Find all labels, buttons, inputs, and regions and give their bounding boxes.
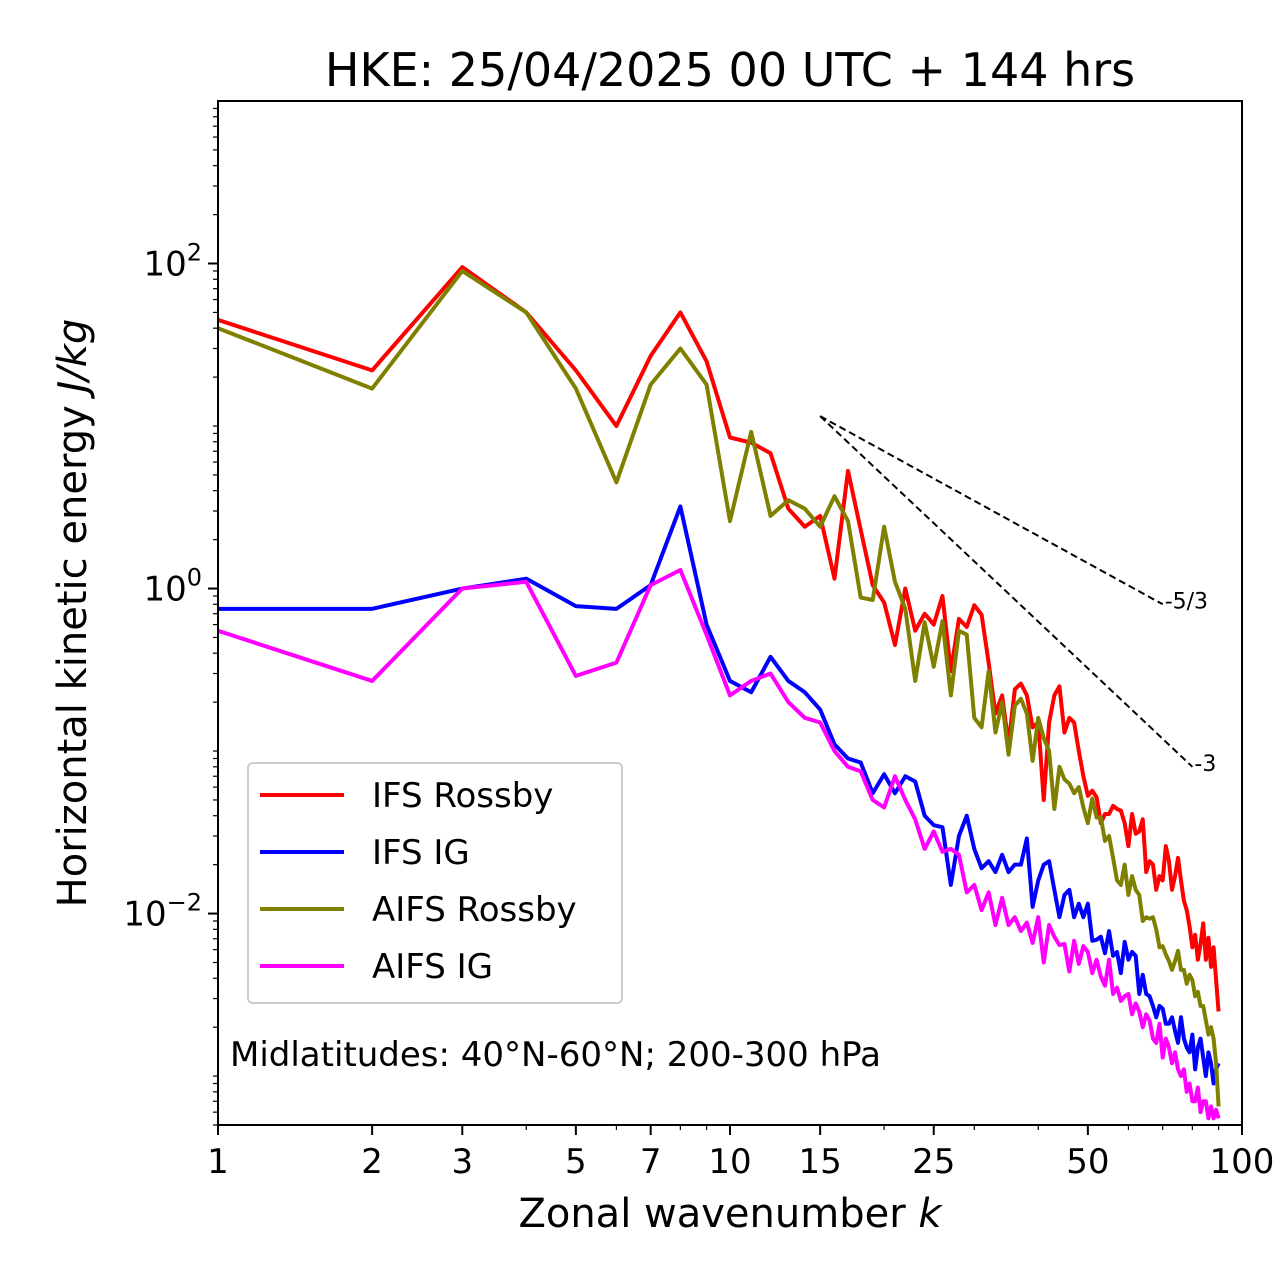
legend-label: AIFS Rossby: [372, 890, 577, 930]
series-line-ifs-rossby: [218, 265, 1221, 1012]
legend-label: IFS IG: [372, 833, 470, 873]
series-line-aifs-ig: [218, 568, 1221, 1121]
x-tick-label: 5: [565, 1142, 587, 1182]
chart-title: HKE: 25/04/2025 00 UTC + 144 hrs: [325, 43, 1135, 97]
y-axis-label: Horizontal kinetic energy J/kg: [50, 319, 96, 908]
series-line-ifs-ig: [218, 504, 1221, 1086]
y-tick-exponent: 0: [187, 564, 202, 592]
series-line-aifs-rossby: [218, 268, 1221, 1107]
legend: IFS Rossby IFS IG AIFS Rossby AIFS IG: [247, 762, 623, 1004]
y-tick-label: 100: [143, 564, 202, 610]
legend-label: IFS Rossby: [372, 776, 553, 816]
x-tick-label: 2: [361, 1142, 383, 1182]
y-axis-label-unit: J/kg: [50, 319, 96, 400]
x-tick-label: 10: [708, 1142, 751, 1182]
y-tick-label: 10−2: [123, 889, 202, 935]
plot-series-group: [218, 265, 1221, 1121]
legend-label: AIFS IG: [372, 947, 493, 987]
reference-line-label-1: -5/3: [1165, 589, 1208, 614]
x-tick-label: 7: [640, 1142, 662, 1182]
x-axis: 1 2 3 5 7 10 15 25 50 100: [207, 1125, 1274, 1182]
reference-line-1: [819, 415, 1164, 606]
x-tick-label: 1: [207, 1142, 229, 1182]
legend-box: [247, 762, 623, 1004]
y-tick-exponent: 2: [187, 239, 202, 267]
y-tick-exponent: −2: [167, 889, 202, 917]
y-tick-label: 102: [143, 239, 202, 285]
region-annotation: Midlatitudes: 40°N-60°N; 200-300 hPa: [230, 1035, 881, 1075]
reference-line-label-2: -3: [1194, 752, 1216, 777]
x-axis-label: Zonal wavenumber k: [518, 1191, 943, 1237]
x-tick-label: 25: [912, 1142, 955, 1182]
x-tick-label: 100: [1210, 1142, 1275, 1182]
y-tick-base: 10: [143, 245, 186, 285]
y-tick-base: 10: [143, 570, 186, 610]
y-tick-base: 10: [123, 895, 166, 935]
x-axis-label-text: Zonal wavenumber: [518, 1191, 906, 1237]
plot-area: -5/3 -3: [218, 265, 1221, 1121]
x-tick-label: 15: [799, 1142, 842, 1182]
x-axis-label-var: k: [918, 1191, 943, 1237]
reference-line-2: [819, 415, 1194, 768]
x-tick-label: 3: [451, 1142, 473, 1182]
x-tick-label: 50: [1066, 1142, 1109, 1182]
y-axis-label-text: Horizontal kinetic energy: [50, 405, 96, 907]
